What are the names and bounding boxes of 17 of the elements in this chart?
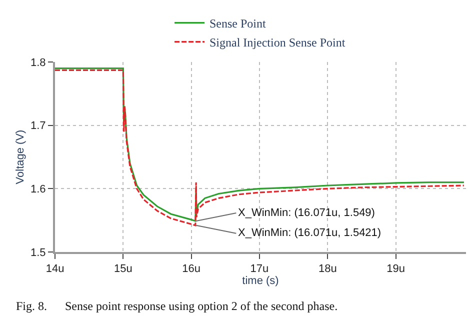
y-tick-label: 1.7 — [30, 120, 46, 132]
y-tick-label: 1.6 — [30, 184, 46, 196]
annotation: X_WinMin: (16.071u, 1.5421) — [238, 227, 382, 239]
x-tick-label: 16u — [182, 263, 200, 276]
x-tick-label: 17u — [250, 263, 269, 276]
caption: Fig. 8. Sense point response using option 2 of the second phase. — [16, 299, 338, 313]
y-tick-label: 1.5 — [30, 246, 46, 259]
legend-label: Sense Point — [210, 16, 267, 30]
x-tick-label: 18u — [318, 263, 337, 276]
x-axis-title: time (s) — [242, 275, 279, 288]
x-tick-label: 14u — [46, 263, 64, 276]
x-tick-label: 15u — [114, 263, 132, 276]
y-axis-title: Voltage (V) — [14, 130, 27, 184]
y-tick-label: 1.8 — [30, 56, 46, 69]
legend-label: Signal Injection Sense Point — [210, 35, 346, 50]
x-tick-label: 19u — [386, 263, 405, 276]
annotation: X_WinMin: (16.071u, 1.549) — [238, 207, 375, 219]
